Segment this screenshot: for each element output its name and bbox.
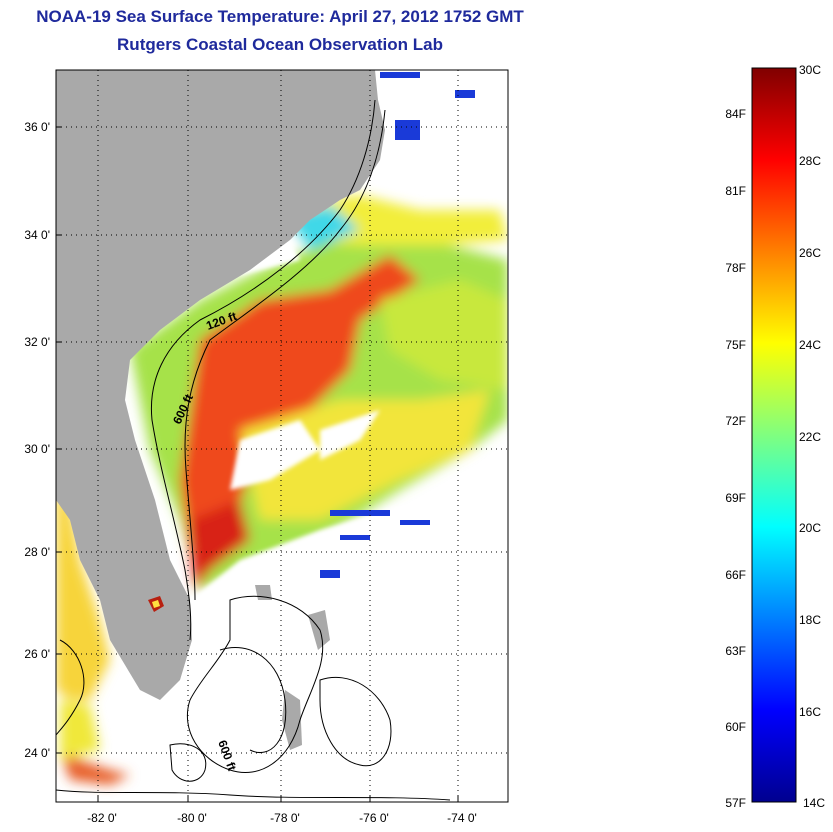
latitude-labels: 36 0' 34 0' 32 0' 30 0' 28 0' 26 0' 24 0… (24, 120, 50, 760)
lat-label: 24 0' (24, 746, 50, 760)
map-subtitle: Rutgers Coastal Ocean Observation Lab (117, 35, 443, 54)
cloud-mask (190, 80, 508, 802)
cold-pixel-patches (320, 72, 475, 578)
lat-label: 26 0' (24, 647, 50, 661)
land-mainland (56, 70, 385, 700)
lat-label: 34 0' (24, 228, 50, 242)
lon-label: -74 0' (447, 811, 477, 825)
celsius-label: 22C (799, 430, 821, 444)
axis-ticks (56, 126, 459, 802)
lat-label: 28 0' (24, 545, 50, 559)
fahrenheit-label: 60F (725, 720, 746, 734)
celsius-label: 28C (799, 154, 821, 168)
lake-okeechobee-core (152, 600, 160, 608)
fahrenheit-label: 78F (725, 261, 746, 275)
celsius-label: 20C (799, 521, 821, 535)
sst-field (56, 195, 508, 785)
fahrenheit-label: 72F (725, 414, 746, 428)
lon-label: -82 0' (87, 811, 117, 825)
graticule-grid (56, 70, 508, 802)
map-frame (55, 69, 509, 803)
fahrenheit-label: 66F (725, 568, 746, 582)
celsius-label: 16C (799, 705, 821, 719)
colorbar-gradient (751, 67, 797, 803)
map-panel (56, 70, 508, 802)
isobath-contours (56, 99, 451, 801)
fahrenheit-label: 63F (725, 644, 746, 658)
celsius-label: 26C (799, 246, 821, 260)
fahrenheit-label: 57F (725, 796, 746, 810)
lat-label: 32 0' (24, 335, 50, 349)
longitude-labels: -82 0' -80 0' -78 0' -76 0' -74 0' (87, 811, 477, 825)
lon-label: -76 0' (359, 811, 389, 825)
celsius-label: 18C (799, 613, 821, 627)
fahrenheit-label: 81F (725, 184, 746, 198)
colorbar-celsius-labels: 30C 28C 26C 24C 22C 20C 18C 16C 14C (799, 63, 825, 810)
celsius-label: 14C (803, 796, 825, 810)
lat-label: 36 0' (24, 120, 50, 134)
colorbar: 30C 28C 26C 24C 22C 20C 18C 16C 14C 84F … (725, 63, 825, 810)
lon-label: -78 0' (270, 811, 300, 825)
fahrenheit-label: 75F (725, 338, 746, 352)
bahamas-islands (255, 585, 330, 750)
lon-label: -80 0' (177, 811, 207, 825)
fahrenheit-label: 84F (725, 107, 746, 121)
celsius-label: 30C (799, 63, 821, 77)
celsius-label: 24C (799, 338, 821, 352)
map-title: NOAA-19 Sea Surface Temperature: April 2… (36, 7, 524, 26)
colorbar-fahrenheit-labels: 84F 81F 78F 75F 72F 69F 66F 63F 60F 57F (725, 107, 746, 810)
fahrenheit-label: 69F (725, 491, 746, 505)
lat-label: 30 0' (24, 442, 50, 456)
